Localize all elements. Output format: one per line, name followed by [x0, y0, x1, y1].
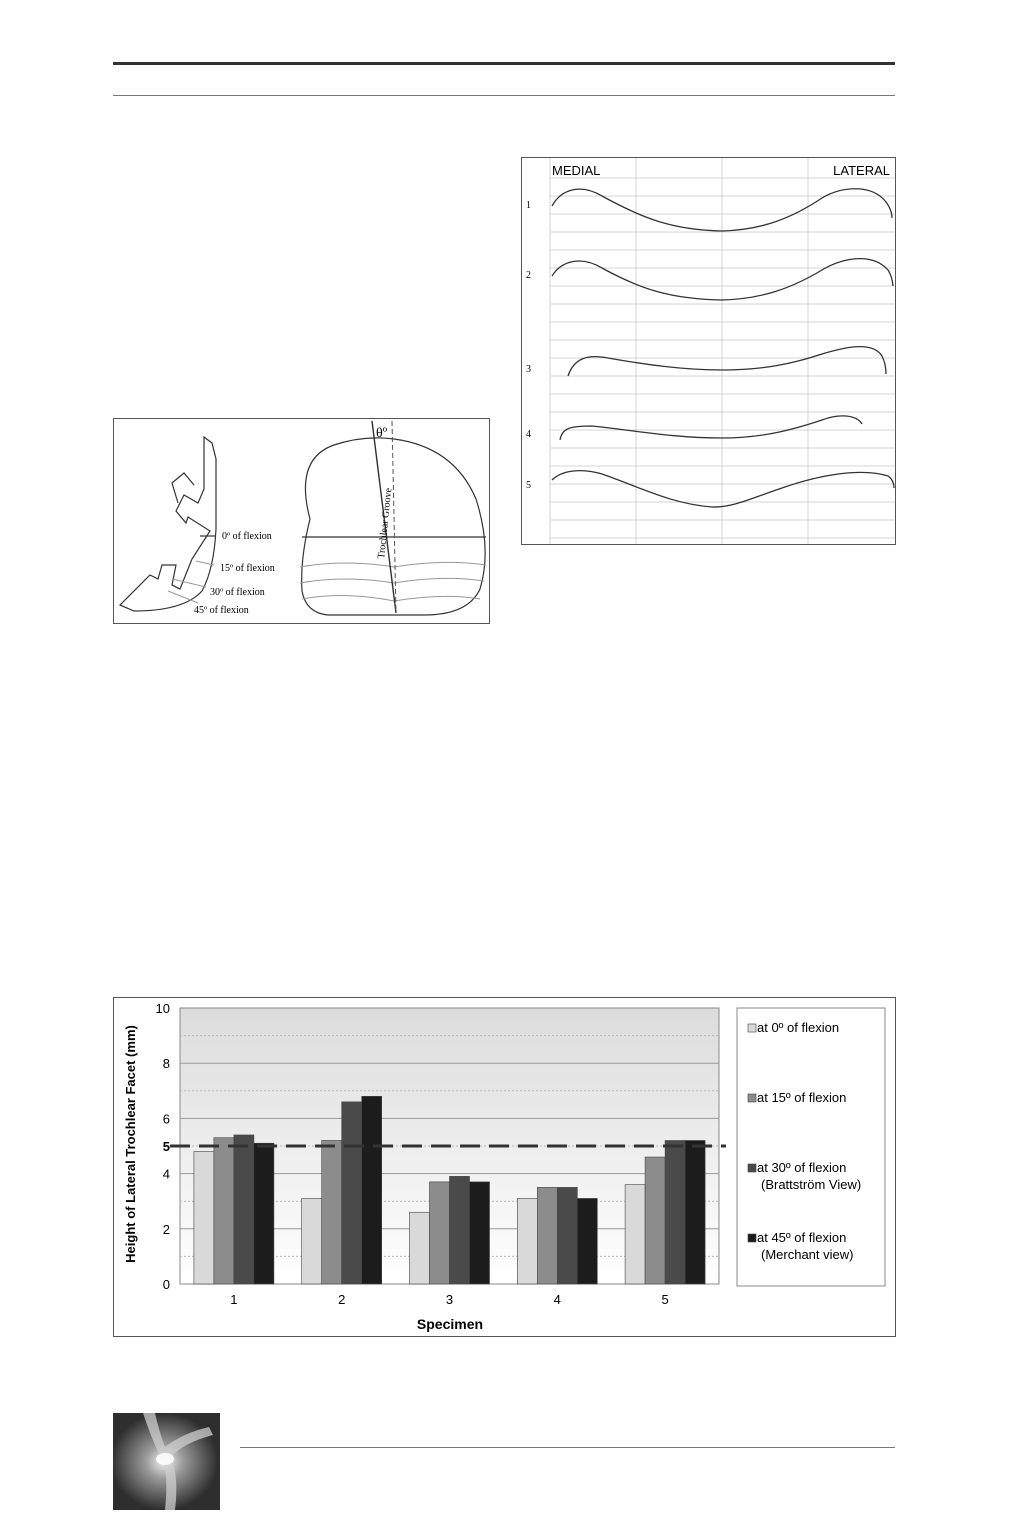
- groove-label: Trochlear Groove: [376, 487, 394, 559]
- bar-specimen-5-series-1: [624, 1184, 646, 1285]
- legend-swatch: [747, 1023, 757, 1033]
- figure-profile-grid: MEDIAL LATERAL 1 2 3 4 5: [521, 157, 896, 545]
- y-tick-label: 8: [163, 1056, 170, 1071]
- legend-label: at 45º of flexion: [757, 1230, 846, 1245]
- flexion-label-15: 15º of flexion: [220, 563, 275, 574]
- runner-knee-photo-icon: [113, 1413, 220, 1510]
- section-line-15: [299, 561, 487, 568]
- y-tick-labels: 0 2 4 5 6 8 10: [156, 1001, 170, 1292]
- y-tick-label: 6: [163, 1111, 170, 1126]
- section-line-30: [299, 577, 485, 584]
- header-rule-thin: [113, 95, 895, 96]
- legend-swatch: [747, 1163, 757, 1173]
- profile-number-4: 4: [526, 429, 531, 440]
- bar-specimen-2-series-1: [301, 1198, 322, 1285]
- profile-grid-svg: MEDIAL LATERAL 1 2 3 4 5: [526, 158, 895, 544]
- profile-curve-2: [551, 257, 894, 301]
- bar-specimen-1-series-1: [193, 1151, 215, 1285]
- bar-specimen-1-series-4: [253, 1142, 275, 1285]
- flexion-line-45: [167, 590, 199, 604]
- header-rule-thick: [113, 62, 895, 65]
- figure-trochlea-diagram: 0º of flexion 15º of flexion 30º of flex…: [113, 418, 490, 624]
- bar-specimen-2-series-4: [361, 1096, 382, 1285]
- x-tick-label: 2: [338, 1292, 345, 1307]
- flexion-line-30: [171, 578, 207, 588]
- trochlea-diagram-svg: 0º of flexion 15º of flexion 30º of flex…: [118, 420, 487, 616]
- profile-curve-4: [559, 415, 863, 441]
- profile-curve-5: [551, 469, 895, 508]
- profile-curve-1: [551, 188, 893, 232]
- flexion-label-45: 45º of flexion: [194, 605, 249, 616]
- footer-rule: [240, 1447, 895, 1448]
- y-axis-label: Height of Lateral Trochlear Facet (mm): [123, 1025, 138, 1263]
- bar-specimen-5-series-3: [664, 1140, 686, 1285]
- legend-label: at 0º of flexion: [757, 1020, 839, 1035]
- bar-specimen-2-series-2: [321, 1140, 342, 1285]
- x-tick-label: 1: [230, 1292, 237, 1307]
- x-tick-label: 5: [661, 1292, 668, 1307]
- legend: at 0º of flexion at 15º of flexion at 30º …: [747, 1020, 861, 1262]
- x-tick-labels: 1 2 3 4 5: [230, 1292, 668, 1307]
- legend-label: at 30º of flexion: [757, 1160, 846, 1175]
- bar-specimen-5-series-4: [684, 1140, 706, 1285]
- profile-number-3: 3: [526, 364, 531, 375]
- x-tick-label: 3: [446, 1292, 453, 1307]
- bar-specimen-4-series-3: [556, 1187, 578, 1285]
- profile-number-2: 2: [526, 270, 531, 281]
- legend-label: at 15º of flexion: [757, 1090, 846, 1105]
- x-axis-label: Specimen: [417, 1316, 483, 1332]
- trochlear-groove-line: [371, 420, 397, 614]
- flexion-line-15: [195, 560, 215, 566]
- bar-specimen-3-series-2: [429, 1181, 450, 1285]
- bar-specimen-1-series-2: [213, 1137, 235, 1285]
- bar-specimen-3-series-4: [469, 1181, 490, 1285]
- profile-number-1: 1: [526, 200, 531, 211]
- legend-swatch: [747, 1093, 757, 1103]
- y-tick-label: 0: [163, 1277, 170, 1292]
- legend-swatch: [747, 1233, 757, 1243]
- x-tick-label: 4: [554, 1292, 561, 1307]
- y-tick-label: 10: [156, 1001, 170, 1016]
- legend-box: [736, 1007, 886, 1287]
- bar-specimen-4-series-4: [576, 1198, 598, 1285]
- vertical-reference-line: [391, 420, 397, 614]
- footer-thumbnail: [113, 1413, 220, 1510]
- bar-specimen-1-series-3: [233, 1134, 255, 1285]
- lateral-label: LATERAL: [833, 163, 890, 178]
- bar-specimen-5-series-2: [644, 1156, 666, 1285]
- profile-curve-3: [567, 345, 887, 377]
- medial-label: MEDIAL: [552, 163, 600, 178]
- bar-specimen-4-series-1: [516, 1198, 538, 1285]
- angle-label: θº: [376, 426, 388, 441]
- femur-sagittal-outline: [118, 435, 217, 612]
- bars: [193, 1096, 706, 1285]
- bar-specimen-3-series-1: [409, 1211, 430, 1285]
- flexion-label-0: 0º of flexion: [222, 531, 272, 542]
- bar-specimen-3-series-3: [449, 1176, 470, 1285]
- flexion-label-30: 30º of flexion: [210, 587, 265, 598]
- bar-specimen-2-series-3: [341, 1101, 362, 1285]
- section-line-45: [301, 594, 481, 602]
- y-tick-label: 5: [163, 1139, 170, 1154]
- profile-grid-lines: [549, 158, 895, 544]
- profile-number-5: 5: [526, 480, 531, 491]
- legend-label: (Brattström View): [761, 1177, 861, 1192]
- bar-specimen-4-series-2: [536, 1187, 558, 1285]
- legend-label: (Merchant view): [761, 1247, 853, 1262]
- y-tick-label: 4: [163, 1167, 170, 1182]
- y-tick-label: 2: [163, 1222, 170, 1237]
